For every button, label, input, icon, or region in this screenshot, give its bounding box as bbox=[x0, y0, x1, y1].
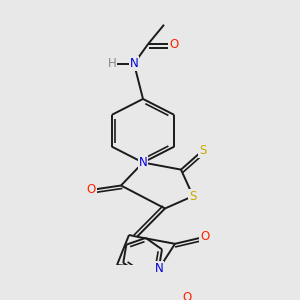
Text: N: N bbox=[130, 57, 138, 70]
Text: N: N bbox=[139, 156, 147, 169]
Text: S: S bbox=[199, 144, 207, 157]
Text: N: N bbox=[154, 262, 164, 275]
Text: O: O bbox=[169, 38, 178, 51]
Text: S: S bbox=[189, 190, 197, 202]
Text: O: O bbox=[182, 291, 192, 300]
Text: H: H bbox=[108, 57, 116, 70]
Text: O: O bbox=[200, 230, 210, 243]
Text: O: O bbox=[86, 183, 96, 196]
